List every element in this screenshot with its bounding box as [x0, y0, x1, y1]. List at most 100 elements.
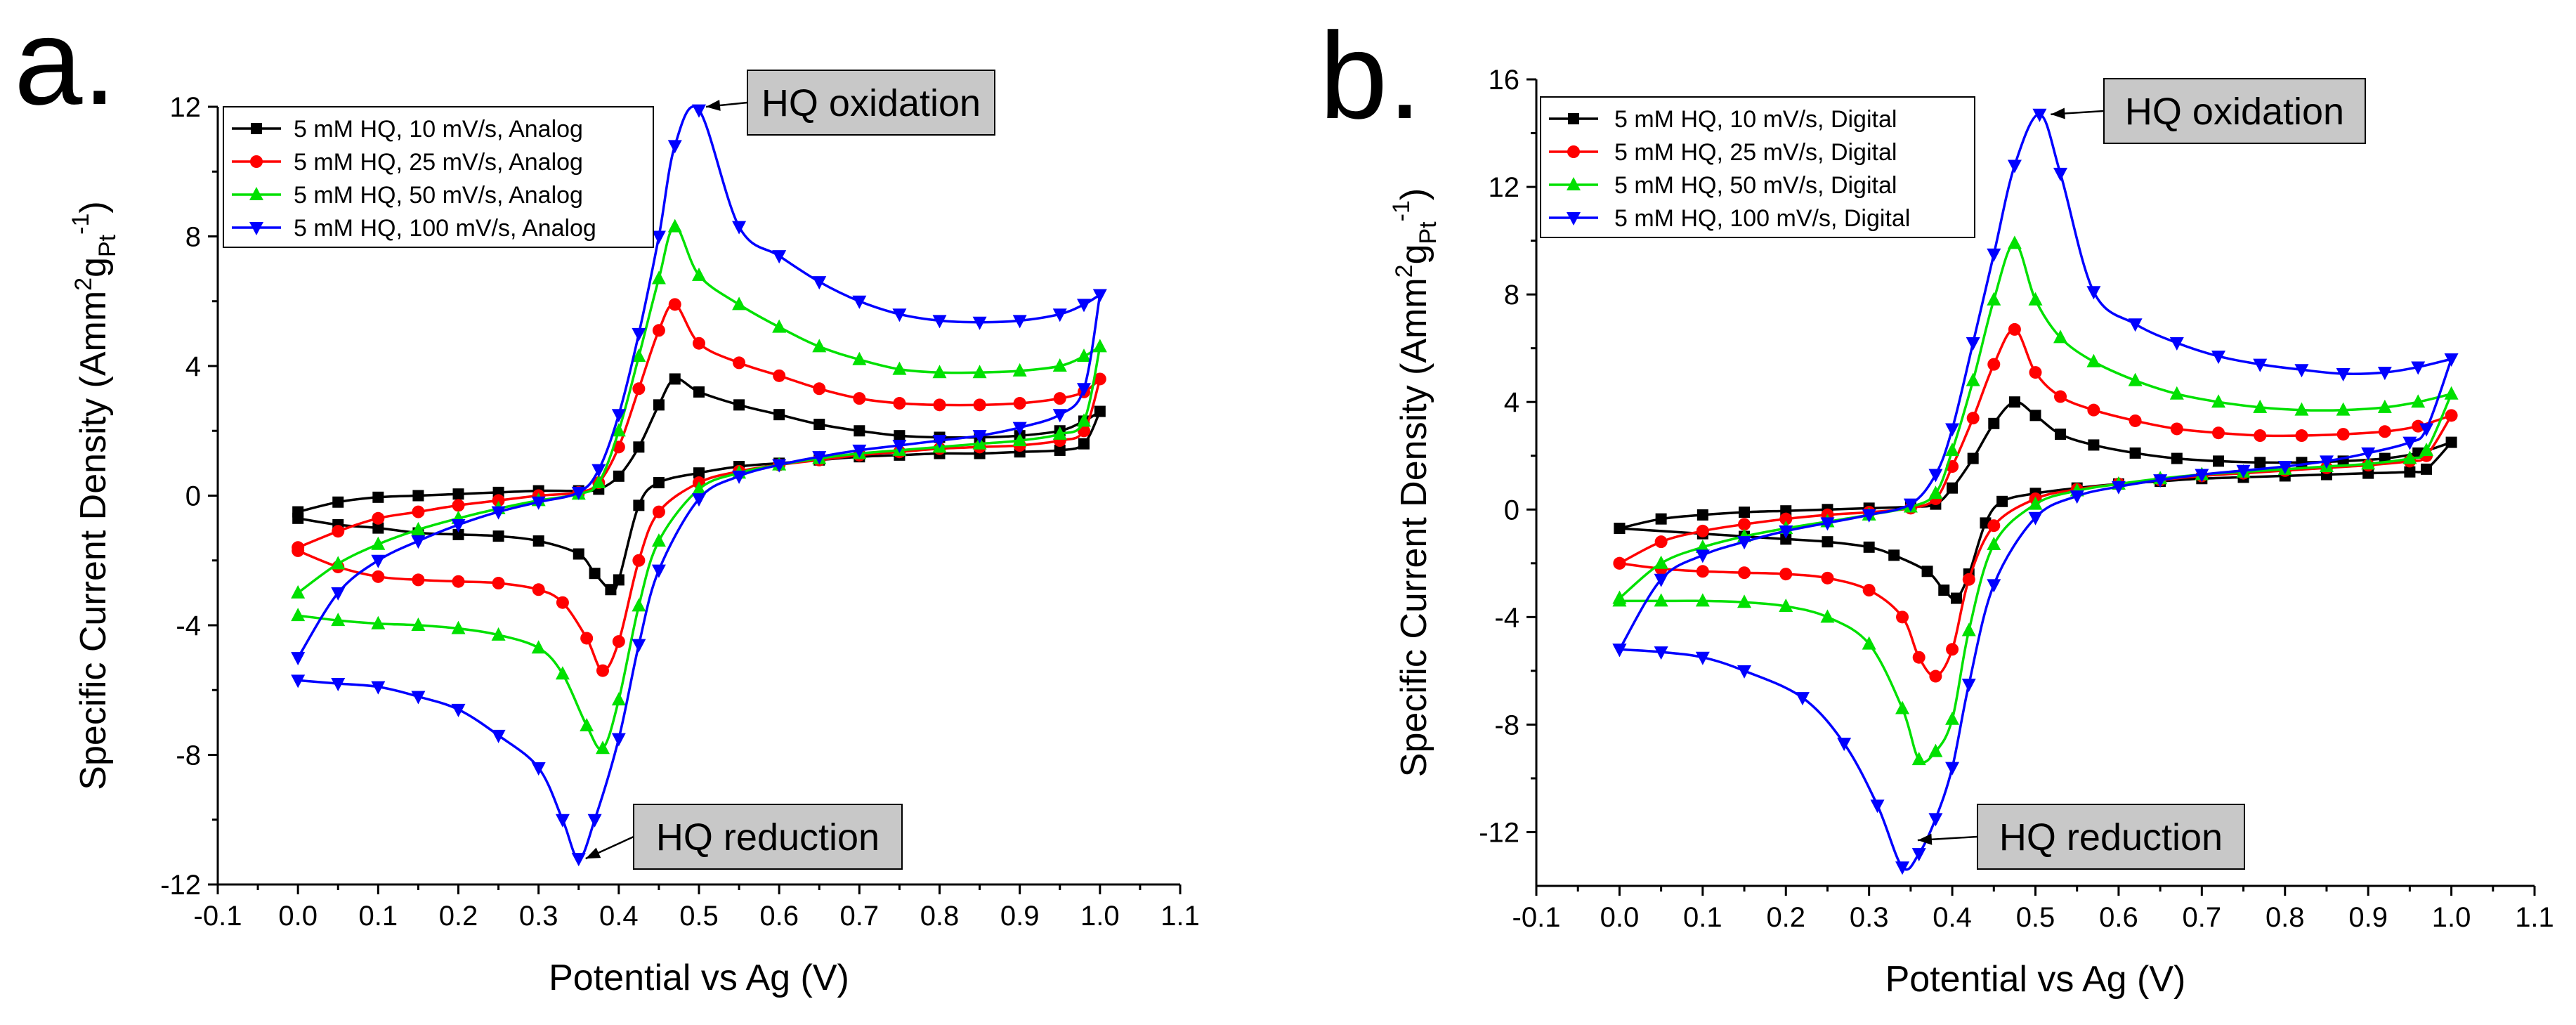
data-point: [632, 554, 646, 567]
x-tick-label: 0.1: [359, 901, 398, 932]
annotation-box: [2103, 78, 2366, 144]
data-point: [2378, 425, 2391, 438]
data-point: [1779, 525, 1793, 539]
panel-letter: b.: [1319, 8, 1422, 145]
data-point: [1862, 509, 1876, 523]
legend-marker: [1567, 212, 1581, 226]
data-point: [452, 528, 464, 540]
data-point: [2007, 235, 2022, 249]
data-point: [372, 511, 385, 525]
data-point: [452, 575, 465, 588]
series-3: [1612, 108, 2459, 875]
data-point: [371, 615, 386, 629]
data-point: [2028, 511, 2043, 525]
data-point: [1695, 593, 1710, 607]
data-point: [589, 568, 601, 580]
legend-label: 5 mM HQ, 25 mV/s, Analog: [294, 149, 583, 176]
x-tick-label: 0.4: [1933, 902, 1972, 933]
data-point: [1945, 711, 1960, 725]
data-point: [555, 666, 570, 680]
x-tick-label: 1.0: [1080, 901, 1120, 932]
data-point: [2412, 419, 2425, 433]
data-point: [892, 440, 907, 454]
data-point: [852, 295, 867, 309]
data-point: [332, 496, 344, 508]
data-point: [1053, 392, 1066, 405]
data-point: [693, 467, 705, 479]
data-point: [412, 505, 425, 518]
y-tick-label: 12: [1489, 172, 1520, 203]
data-point: [1911, 848, 1926, 862]
annotation-label: HQ reduction: [1999, 816, 2223, 858]
data-point: [2028, 496, 2043, 510]
panel-a: a. -0.1 0.0 0.1 0.2 0.3 0.4 0.5 0.6 0.7 0.8 0.9 1.0 1…: [14, 0, 1200, 998]
data-point: [611, 733, 626, 747]
data-point: [2007, 159, 2022, 174]
data-point: [2377, 367, 2392, 381]
data-point: [2128, 372, 2143, 386]
data-point: [291, 585, 306, 599]
x-tick-label: 0.8: [920, 901, 960, 932]
x-tick-label: 0.1: [1683, 902, 1722, 933]
y-title-sup: -1: [67, 214, 94, 235]
data-point: [1780, 533, 1792, 545]
data-point: [668, 298, 681, 311]
data-point: [1654, 535, 1668, 549]
data-point: [591, 475, 606, 489]
data-point: [331, 678, 346, 692]
x-tick-label: 0.2: [439, 901, 478, 932]
legend-marker: [251, 123, 262, 134]
data-point: [1862, 584, 1876, 597]
data-point: [651, 230, 666, 244]
y-title-sub: Pt: [94, 234, 121, 257]
y-tick-label: -8: [1494, 710, 1519, 740]
data-point: [2404, 466, 2416, 478]
data-point: [972, 316, 987, 330]
legend-label: 5 mM HQ, 100 mV/s, Digital: [1614, 205, 1910, 232]
x-tick-label: 0.0: [278, 901, 318, 932]
data-point: [1946, 643, 1959, 656]
data-point: [1962, 573, 1975, 586]
data-point: [372, 522, 384, 534]
data-point: [2361, 456, 2376, 470]
data-point: [693, 386, 705, 398]
x-axis-title: Potential vs Ag (V): [549, 958, 849, 998]
y-tick-label: 4: [1504, 387, 1519, 418]
data-point: [732, 470, 747, 484]
data-point: [532, 535, 544, 547]
data-point: [1013, 397, 1026, 410]
data-point: [2153, 474, 2168, 488]
data-point: [1612, 593, 1627, 607]
x-axis-title: Potential vs Ag (V): [1885, 959, 2186, 1000]
annotation-label: HQ oxidation: [2125, 91, 2344, 133]
data-point: [1928, 469, 1943, 483]
data-point: [1945, 423, 1960, 437]
data-point: [2029, 366, 2042, 379]
data-point: [852, 351, 867, 365]
data-point: [411, 535, 426, 549]
data-point: [1737, 536, 1752, 550]
data-point: [1967, 452, 1979, 464]
data-point: [894, 430, 905, 442]
data-point: [1012, 315, 1027, 329]
data-point: [2171, 452, 2183, 464]
x-tick-label: 1.1: [2515, 902, 2554, 933]
data-point: [2411, 394, 2426, 408]
legend-marker: [250, 155, 263, 168]
data-point: [773, 369, 786, 382]
data-point: [651, 564, 666, 578]
data-point: [1837, 738, 1852, 752]
data-point: [1779, 599, 1793, 613]
x-tick-label: 0.5: [2016, 902, 2055, 933]
data-point: [2402, 450, 2417, 464]
data-point: [1738, 518, 1751, 531]
data-point: [1821, 571, 1834, 585]
y-tick-label: 4: [185, 351, 201, 382]
data-point: [1737, 665, 1752, 679]
data-point: [1779, 568, 1793, 581]
data-point: [853, 392, 866, 405]
data-point: [2170, 422, 2183, 436]
x-tick-label: 0.6: [2099, 902, 2138, 933]
data-point: [2055, 429, 2067, 440]
series-2: [1612, 235, 2459, 766]
